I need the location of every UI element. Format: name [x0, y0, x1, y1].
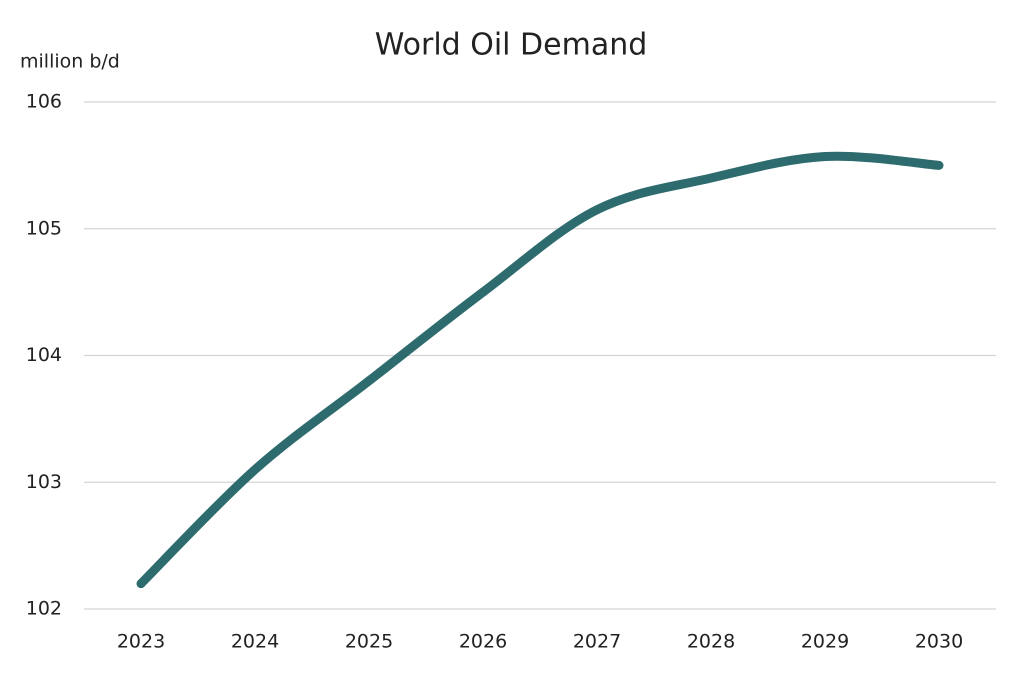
y-axis-label: million b/d — [20, 51, 120, 73]
y-tick-label: 104 — [26, 344, 62, 366]
x-tick-label: 2023 — [117, 631, 165, 653]
data-line — [136, 151, 944, 589]
x-tick-label: 2027 — [573, 631, 621, 653]
x-tick-label: 2029 — [801, 631, 849, 653]
x-tick-label: 2026 — [459, 631, 507, 653]
x-tick-label: 2030 — [915, 631, 963, 653]
x-tick-label: 2024 — [231, 631, 279, 653]
y-tick-label: 105 — [26, 217, 62, 239]
chart-title: World Oil Demand — [375, 28, 648, 63]
y-tick-label: 103 — [26, 471, 62, 493]
y-tick-label: 106 — [26, 91, 62, 113]
y-tick-label: 102 — [26, 598, 62, 620]
x-tick-label: 2025 — [345, 631, 393, 653]
x-tick-label: 2028 — [687, 631, 735, 653]
